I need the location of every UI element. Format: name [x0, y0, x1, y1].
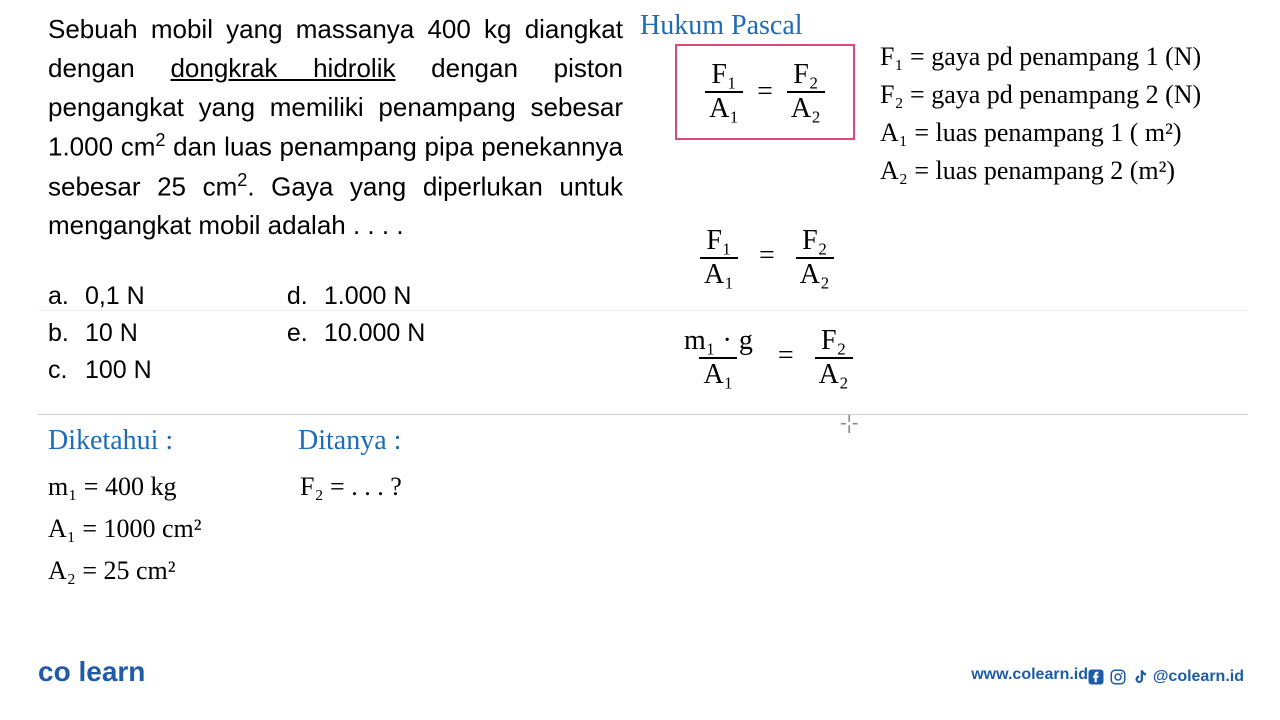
- formula-a2: A₂: [787, 91, 825, 125]
- facebook-icon: [1087, 668, 1105, 686]
- asked-value: F₂ = . . . ?: [300, 472, 402, 502]
- social-handles: @colearn.id: [1087, 668, 1244, 686]
- sup2b: 2: [237, 170, 247, 190]
- option-d-value: 1.000 N: [324, 282, 412, 310]
- work-eq2: m₁ · g A₁ = F₂ A₂: [680, 325, 853, 391]
- brand-co: co: [38, 656, 78, 687]
- option-b-label: b.: [48, 319, 78, 348]
- known-label: Diketahui :: [48, 425, 173, 457]
- w2-num1: m₁ · g: [680, 325, 757, 357]
- known-m1: m₁ = 400 kg: [48, 472, 202, 502]
- w2-eq: =: [778, 340, 794, 371]
- known-values: m₁ = 400 kg A₁ = 1000 cm² A₂ = 25 cm²: [48, 472, 202, 598]
- variable-definitions: F₁ = gaya pd penampang 1 (N) F₂ = gaya p…: [880, 42, 1201, 194]
- asked-label: Ditanya :: [298, 425, 401, 457]
- w1-den1: A₁: [700, 257, 738, 291]
- option-e-label: e.: [287, 319, 317, 348]
- known-a2: A₂ = 25 cm²: [48, 556, 202, 586]
- formula-a1: A₁: [705, 91, 743, 125]
- option-a-value: 0,1 N: [85, 282, 280, 311]
- def-f1: F₁ = gaya pd penampang 1 (N): [880, 42, 1201, 72]
- tiktok-icon: [1131, 668, 1149, 686]
- option-e-value: 10.000 N: [324, 319, 425, 347]
- brand-learn: learn: [78, 656, 145, 687]
- def-a1: A₁ = luas penampang 1 ( m²): [880, 118, 1201, 148]
- cursor-mark: -¦-: [840, 412, 859, 435]
- w2-den2: A₂: [815, 357, 853, 391]
- formula-eq: =: [757, 76, 773, 108]
- w1-num2: F₂: [798, 225, 831, 257]
- pascal-title: Hukum Pascal: [640, 10, 803, 42]
- known-a1: A₁ = 1000 cm²: [48, 514, 202, 544]
- def-a2: A₂ = luas penampang 2 (m²): [880, 156, 1201, 186]
- brand-logo: co learn: [38, 656, 145, 688]
- pascal-formula-box: F₁ A₁ = F₂ A₂: [675, 44, 855, 140]
- divider-line-main: [38, 414, 1248, 415]
- w1-den2: A₂: [796, 257, 834, 291]
- def-f2: F₂ = gaya pd penampang 2 (N): [880, 80, 1201, 110]
- option-a-label: a.: [48, 282, 78, 311]
- option-d-label: d.: [287, 282, 317, 311]
- problem-underline: dongkrak hidrolik: [170, 53, 395, 83]
- sup2a: 2: [155, 130, 165, 150]
- instagram-icon: [1109, 668, 1127, 686]
- w1-eq: =: [759, 240, 775, 271]
- divider-line: [636, 310, 1248, 311]
- website-url: www.colearn.id: [971, 666, 1088, 684]
- formula-f2: F₂: [789, 59, 822, 91]
- w2-den1: A₁: [699, 357, 737, 391]
- option-c-value: 100 N: [85, 356, 280, 385]
- divider-line: [38, 310, 636, 311]
- problem-text: Sebuah mobil yang massanya 400 kg diangk…: [48, 10, 623, 245]
- social-handle: @colearn.id: [1153, 668, 1244, 686]
- w1-num1: F₁: [702, 225, 735, 257]
- option-c-label: c.: [48, 356, 78, 385]
- formula-f1: F₁: [707, 59, 740, 91]
- w2-num2: F₂: [817, 325, 850, 357]
- work-eq1: F₁ A₁ = F₂ A₂: [700, 225, 834, 291]
- option-b-value: 10 N: [85, 319, 280, 348]
- answer-options: a. 0,1 N d. 1.000 N b. 10 N e. 10.000 N …: [48, 282, 425, 393]
- footer: co learn www.colearn.id @colearn.id: [0, 650, 1280, 720]
